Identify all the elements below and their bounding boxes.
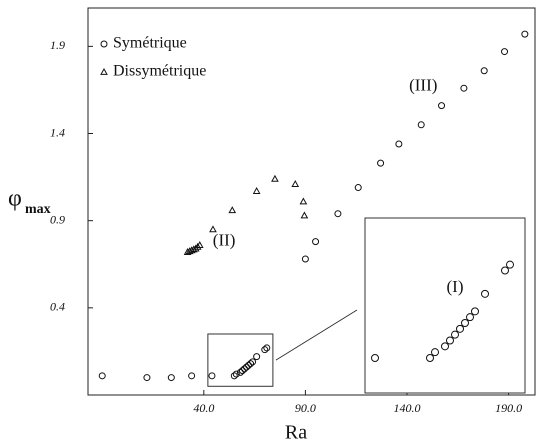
point xyxy=(271,174,279,182)
point xyxy=(300,211,309,219)
plot-frame xyxy=(87,7,536,396)
point xyxy=(232,370,240,378)
legend-marker xyxy=(100,40,108,48)
y-axis-label: φ xyxy=(8,186,22,212)
x-tick-label: 40.0 xyxy=(193,401,214,415)
point xyxy=(252,187,261,194)
point xyxy=(193,242,202,250)
point xyxy=(395,140,403,148)
point xyxy=(334,210,342,218)
point xyxy=(299,197,308,205)
point xyxy=(417,121,425,129)
inset-point xyxy=(451,330,459,339)
y-tick-label: 0.9 xyxy=(50,212,65,226)
x-tick-label: 140.0 xyxy=(393,401,420,415)
inset-point xyxy=(456,324,464,333)
point xyxy=(438,102,446,110)
y-tick-label: 0.4 xyxy=(50,300,65,314)
inset-point xyxy=(446,336,454,345)
inset-point xyxy=(471,307,479,316)
point xyxy=(521,30,529,38)
point xyxy=(143,374,151,382)
zoom-connector xyxy=(275,309,358,361)
point xyxy=(247,360,255,368)
point xyxy=(460,84,468,92)
inset-point xyxy=(371,354,379,362)
point xyxy=(377,159,385,167)
inset-point xyxy=(426,354,434,362)
x-axis-label: Ra xyxy=(285,422,307,444)
point xyxy=(291,180,300,187)
point xyxy=(312,238,320,246)
point xyxy=(236,368,244,376)
point xyxy=(354,184,362,192)
annotation: (III) xyxy=(409,75,437,94)
inset-point xyxy=(501,266,509,275)
point xyxy=(98,372,106,380)
point xyxy=(188,372,196,380)
x-tick-label: 190.0 xyxy=(495,401,522,415)
point xyxy=(230,372,238,380)
point xyxy=(263,344,271,352)
inset-point xyxy=(481,289,489,298)
y-axis-label-sub: max xyxy=(25,202,51,217)
zoom-box xyxy=(207,333,274,387)
point xyxy=(228,206,237,214)
point xyxy=(209,225,217,233)
y-tick-label: 1.9 xyxy=(50,38,65,52)
inset-frame xyxy=(364,217,526,394)
legend-label: Dissymétrique xyxy=(113,63,206,80)
point xyxy=(480,67,488,75)
point xyxy=(195,241,204,248)
point xyxy=(208,372,216,380)
point xyxy=(249,358,257,366)
point xyxy=(245,361,253,369)
inset-point xyxy=(506,260,514,269)
point xyxy=(167,374,175,382)
point xyxy=(261,346,269,354)
legend-marker xyxy=(100,67,108,75)
inset-point xyxy=(466,313,474,322)
point xyxy=(253,353,261,361)
point xyxy=(238,367,246,375)
annotation: (I) xyxy=(447,277,464,296)
legend-label: Symétrique xyxy=(113,35,187,52)
point xyxy=(191,244,200,252)
point xyxy=(240,365,248,373)
point xyxy=(242,363,250,371)
inset-point xyxy=(461,319,469,327)
point xyxy=(501,48,509,56)
x-tick-label: 90.0 xyxy=(295,401,316,415)
y-tick-label: 1.4 xyxy=(50,125,65,139)
point xyxy=(301,255,309,263)
inset-point xyxy=(431,348,439,357)
annotation: (II) xyxy=(213,231,236,250)
inset-point xyxy=(441,342,449,351)
